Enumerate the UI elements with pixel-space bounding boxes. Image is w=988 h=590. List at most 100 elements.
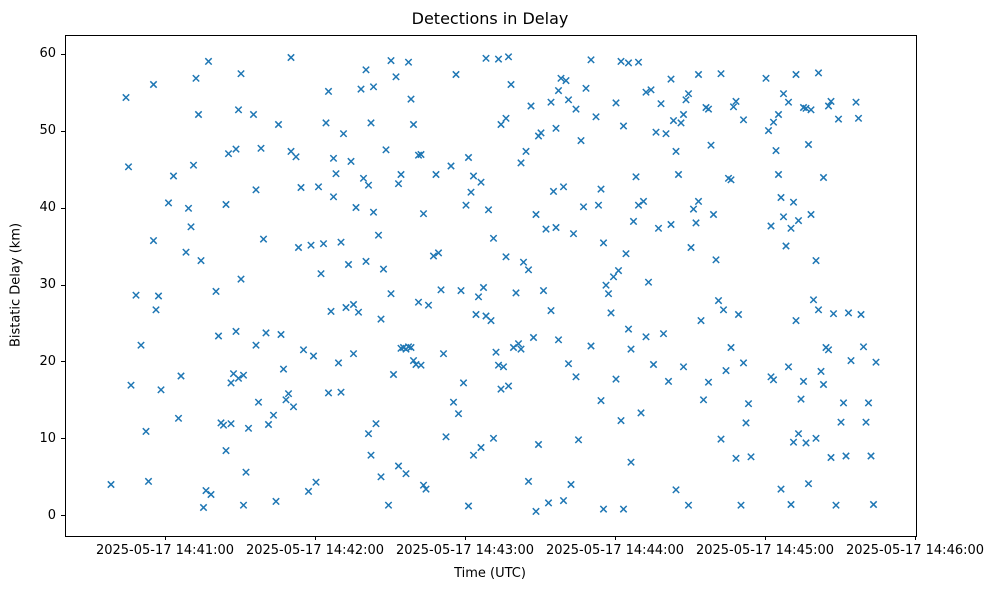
- scatter-point: [402, 469, 410, 478]
- scatter-point: [344, 260, 353, 269]
- scatter-point: [384, 501, 393, 509]
- scatter-point: [684, 501, 693, 509]
- scatter-point: [447, 162, 455, 170]
- scatter-point: [809, 296, 818, 304]
- scatter-point: [237, 69, 245, 78]
- scatter-point: [802, 104, 810, 113]
- y-tick-mark: [61, 515, 65, 517]
- scatter-point: [357, 85, 365, 93]
- scatter-point: [579, 203, 588, 211]
- scatter-point: [854, 114, 863, 123]
- scatter-point: [839, 399, 848, 407]
- scatter-point: [407, 95, 415, 103]
- scatter-point: [169, 172, 178, 180]
- x-tick-mark: [314, 536, 316, 540]
- scatter-point: [807, 210, 815, 219]
- scatter-point: [814, 69, 823, 77]
- scatter-point: [507, 80, 515, 89]
- scatter-point: [829, 309, 838, 318]
- scatter-point: [464, 153, 473, 162]
- scatter-point: [227, 419, 235, 428]
- scatter-point: [269, 411, 278, 419]
- scatter-point: [837, 418, 845, 426]
- scatter-point: [404, 58, 413, 66]
- scatter-point: [487, 316, 495, 325]
- scatter-point: [739, 116, 748, 124]
- scatter-point: [587, 342, 595, 350]
- scatter-point: [594, 201, 603, 209]
- scatter-point: [789, 198, 798, 206]
- scatter-point: [612, 99, 620, 107]
- scatter-point: [532, 507, 540, 516]
- scatter-point: [769, 376, 778, 384]
- scatter-point: [419, 209, 428, 218]
- scatter-point: [154, 292, 163, 300]
- scatter-point: [364, 181, 373, 189]
- scatter-point: [704, 378, 713, 386]
- scatter-point: [794, 429, 803, 438]
- scatter-point: [339, 129, 348, 138]
- y-tick-label: 0: [47, 507, 56, 523]
- x-tick-label: 2025-05-17 14:44:00: [545, 543, 685, 558]
- scatter-point: [729, 103, 738, 111]
- scatter-point: [617, 416, 625, 425]
- scatter-point: [549, 187, 558, 196]
- scatter-point: [582, 84, 590, 93]
- scatter-point: [577, 136, 585, 145]
- x-tick-label: 2025-05-17 14:45:00: [695, 543, 835, 558]
- scatter-point: [692, 219, 700, 227]
- scatter-point: [362, 66, 370, 74]
- scatter-point: [599, 505, 608, 513]
- scatter-point: [502, 253, 510, 261]
- scatter-point: [389, 370, 398, 379]
- scatter-point: [672, 486, 680, 494]
- scatter-point: [329, 193, 338, 201]
- x-tick-label: 2025-05-17 14:43:00: [395, 543, 535, 558]
- scatter-point: [867, 452, 875, 460]
- x-tick-label: 2025-05-17 14:41:00: [95, 543, 235, 558]
- y-tick-label: 10: [39, 430, 56, 446]
- scatter-point: [244, 424, 253, 433]
- scatter-point: [737, 501, 745, 509]
- scatter-point: [557, 74, 565, 83]
- scatter-point: [457, 286, 465, 295]
- scatter-point: [529, 333, 538, 342]
- scatter-point: [674, 170, 683, 179]
- scatter-point: [612, 375, 620, 383]
- scatter-point: [454, 409, 463, 418]
- scatter-point: [704, 105, 713, 113]
- scatter-point: [784, 363, 793, 371]
- scatter-point: [659, 329, 668, 338]
- scatter-point: [597, 396, 605, 405]
- scatter-point: [827, 453, 835, 462]
- scatter-point: [519, 258, 528, 266]
- scatter-point: [617, 57, 625, 66]
- scatter-point: [852, 98, 860, 106]
- scatter-point: [309, 352, 318, 360]
- scatter-point: [387, 289, 395, 298]
- scatter-point: [819, 380, 828, 389]
- y-tick-mark: [61, 130, 65, 132]
- scatter-point: [419, 481, 428, 489]
- scatter-point: [787, 500, 795, 509]
- x-tick-mark: [914, 536, 916, 540]
- scatter-point: [394, 179, 403, 188]
- scatter-point: [152, 306, 160, 314]
- scatter-point: [482, 54, 490, 63]
- scatter-point: [234, 374, 243, 383]
- scatter-point: [607, 309, 615, 317]
- scatter-point: [349, 300, 358, 309]
- x-tick-mark: [164, 536, 166, 540]
- scatter-point: [517, 345, 525, 353]
- scatter-point: [634, 201, 643, 209]
- scatter-point: [677, 119, 685, 127]
- scatter-point: [619, 505, 628, 513]
- scatter-point: [682, 96, 690, 104]
- scatter-point: [327, 307, 335, 316]
- scatter-point: [632, 173, 640, 181]
- scatter-point: [547, 98, 555, 106]
- scatter-point: [232, 327, 240, 336]
- scatter-point: [742, 419, 750, 427]
- scatter-point: [817, 367, 825, 376]
